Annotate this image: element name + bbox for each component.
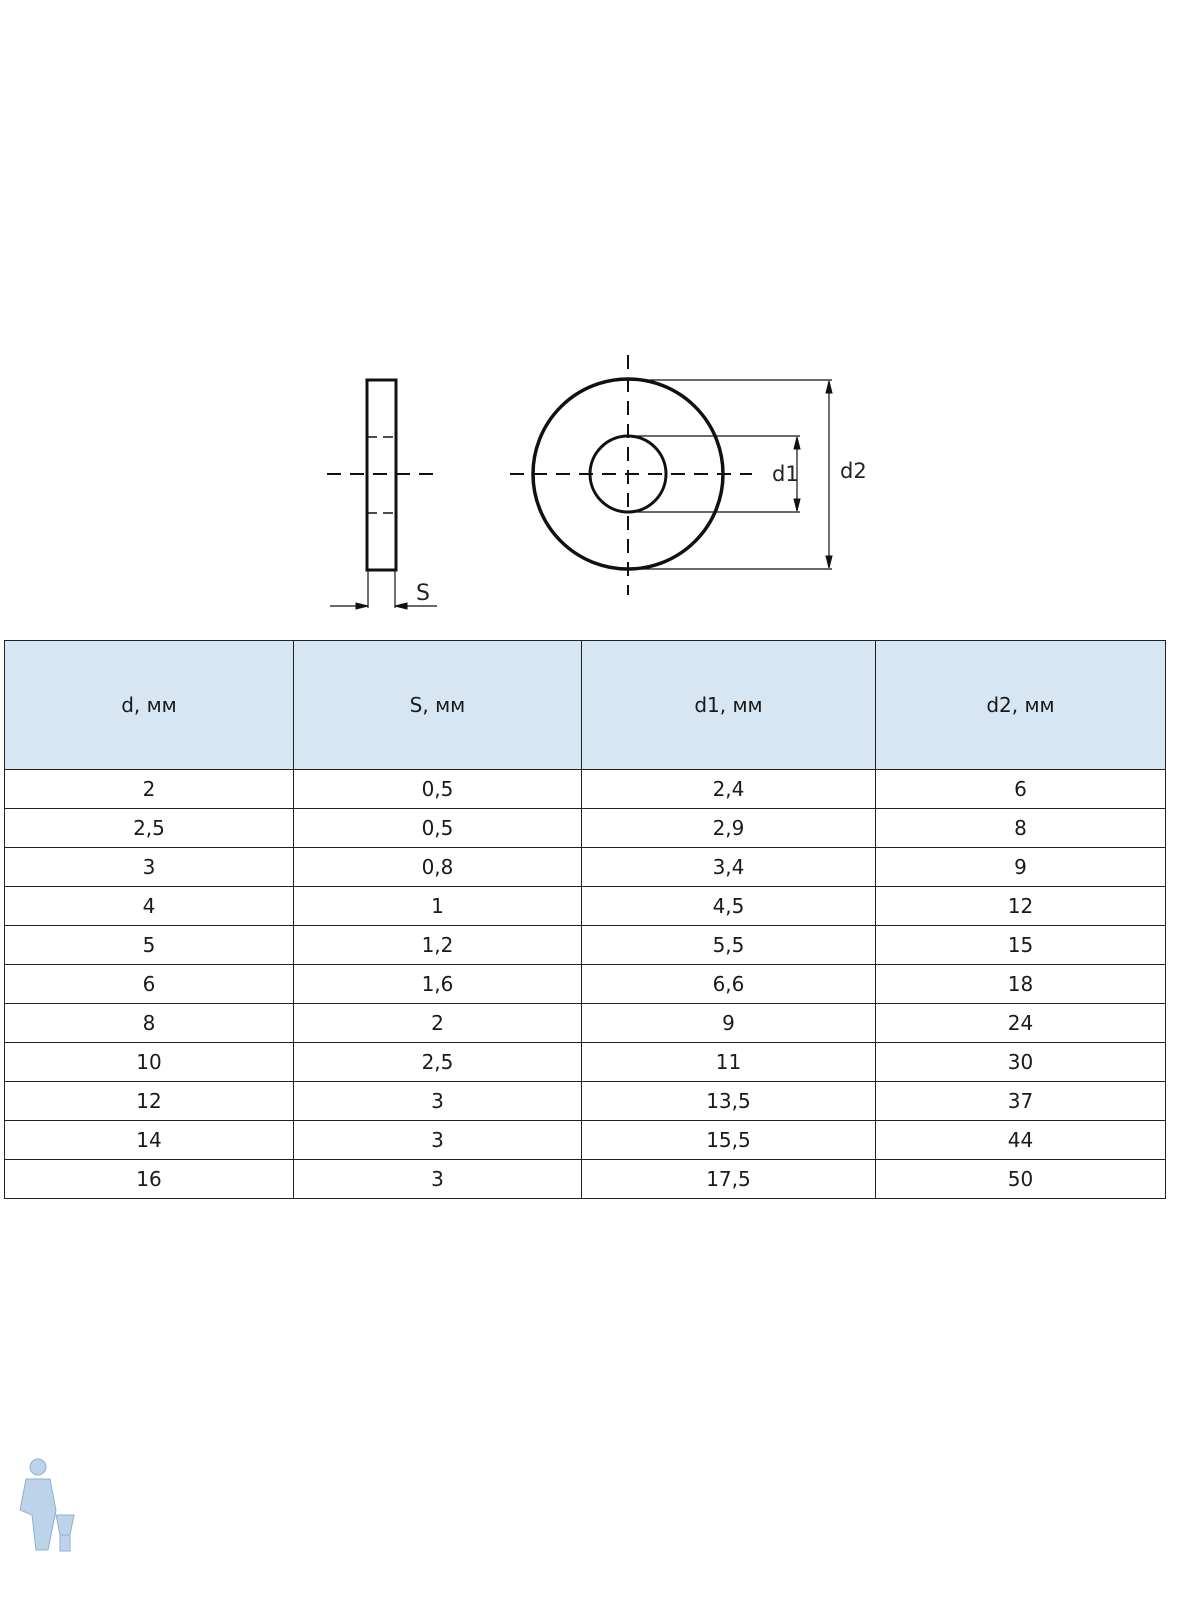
plumber-logo [19,1458,75,1552]
cell-d1: 9 [580,1003,876,1043]
cell-d1: 15,5 [580,1120,876,1160]
table-row: 12 3 13,5 37 [4,1081,1167,1121]
cell-d: 2 [4,769,294,809]
cell-d1: 5,5 [580,925,876,965]
cell-d2: 24 [874,1003,1167,1043]
s-dimension-label: S [416,581,430,606]
cell-d1: 4,5 [580,886,876,926]
cell-d2: 37 [874,1081,1167,1121]
table-row: 6 1,6 6,6 18 [4,964,1167,1004]
table-row: 5 1,2 5,5 15 [4,925,1167,965]
cell-d: 4 [4,886,294,926]
cell-s: 3 [292,1159,582,1199]
cell-d1: 2,4 [580,769,876,809]
d1-dimension-label: d1 [772,462,799,486]
cell-d1: 11 [580,1042,876,1082]
table-row: 4 1 4,5 12 [4,886,1167,926]
washer-dimensions-table: d, мм S, мм d1, мм d2, мм 2 0,5 2,4 6 2,5 0,5… [4,640,1167,1199]
cell-d2: 9 [874,847,1167,887]
table-row: 8 2 9 24 [4,1003,1167,1043]
table-row: 16 3 17,5 50 [4,1159,1167,1199]
washer-drawing: S d1 d2 [327,355,867,610]
table-row: 14 3 15,5 44 [4,1120,1167,1160]
table-row: 10 2,5 11 30 [4,1042,1167,1082]
cell-d2: 15 [874,925,1167,965]
cell-s: 2,5 [292,1042,582,1082]
column-header-d2: d2, мм [874,640,1167,770]
table-row: 2 0,5 2,4 6 [4,769,1167,809]
cell-d2: 6 [874,769,1167,809]
cell-d1: 3,4 [580,847,876,887]
column-header-s: S, мм [292,640,582,770]
cell-s: 0,5 [292,808,582,848]
cell-s: 3 [292,1081,582,1121]
column-header-d: d, мм [4,640,294,770]
cell-d: 8 [4,1003,294,1043]
cell-d: 16 [4,1159,294,1199]
table-header-row: d, мм S, мм d1, мм d2, мм [4,640,1167,770]
cell-s: 0,5 [292,769,582,809]
cell-d: 14 [4,1120,294,1160]
cell-d2: 18 [874,964,1167,1004]
cell-d: 6 [4,964,294,1004]
cell-s: 2 [292,1003,582,1043]
front-view [510,355,833,595]
cell-d: 5 [4,925,294,965]
cell-d2: 12 [874,886,1167,926]
cell-d2: 50 [874,1159,1167,1199]
cell-d: 10 [4,1042,294,1082]
cell-d2: 44 [874,1120,1167,1160]
cell-s: 1 [292,886,582,926]
cell-d2: 8 [874,808,1167,848]
table-row: 3 0,8 3,4 9 [4,847,1167,887]
cell-s: 1,2 [292,925,582,965]
side-view [327,378,437,610]
column-header-d1: d1, мм [580,640,876,770]
d2-dimension-label: d2 [840,459,867,483]
cell-d1: 17,5 [580,1159,876,1199]
cell-d1: 6,6 [580,964,876,1004]
cell-d: 12 [4,1081,294,1121]
cell-d1: 2,9 [580,808,876,848]
cell-s: 3 [292,1120,582,1160]
cell-d2: 30 [874,1042,1167,1082]
cell-d1: 13,5 [580,1081,876,1121]
cell-d: 3 [4,847,294,887]
cell-d: 2,5 [4,808,294,848]
table-row: 2,5 0,5 2,9 8 [4,808,1167,848]
cell-s: 0,8 [292,847,582,887]
cell-s: 1,6 [292,964,582,1004]
